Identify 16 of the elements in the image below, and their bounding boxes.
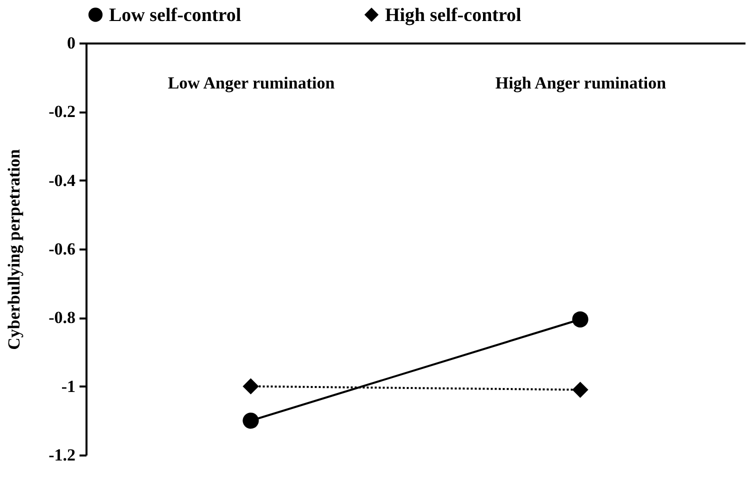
y-tick-label: -1 — [61, 376, 76, 396]
point — [242, 412, 259, 429]
y-tick-label: -0.2 — [48, 102, 76, 122]
point — [242, 378, 259, 394]
point — [572, 382, 588, 398]
y-tick-label: 0 — [67, 34, 76, 52]
y-axis-title: Cyberbullying perpetration — [4, 148, 24, 350]
y-tick-label: -0.4 — [48, 170, 76, 190]
legend-label: High self-control — [385, 4, 522, 26]
x-tick-label: Low Anger rumination — [168, 74, 336, 92]
point — [572, 311, 588, 328]
y-tick-label: -0.8 — [48, 308, 76, 328]
legend-label: Low self-control — [109, 4, 242, 26]
x-tick-label: High Anger rumination — [495, 74, 667, 92]
y-tick-label: -1.2 — [48, 446, 76, 464]
y-tick-label: -0.6 — [48, 240, 76, 258]
